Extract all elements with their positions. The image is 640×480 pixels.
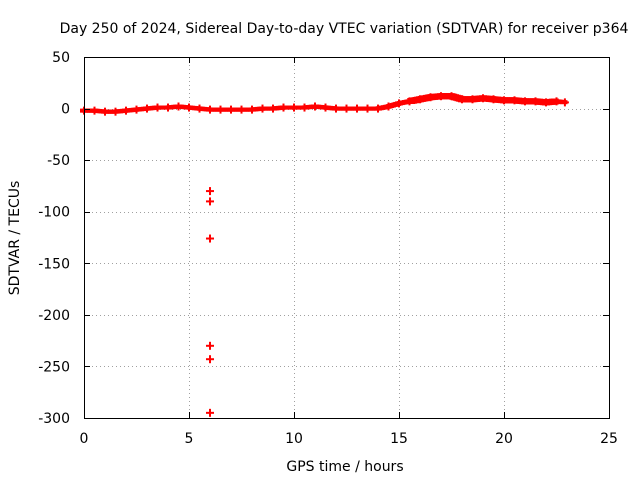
data-point (552, 97, 561, 106)
data-point (342, 104, 351, 113)
y-tick-label: -150 (38, 256, 70, 272)
data-point (437, 92, 445, 101)
x-tick-labels: 0 5 10 15 20 25 (80, 431, 618, 447)
data-point (321, 103, 330, 112)
x-tick-label: 0 (80, 431, 89, 447)
data-point (216, 105, 225, 114)
data-point (510, 96, 519, 105)
data-point (206, 234, 214, 243)
y-tick-label: 50 (52, 50, 70, 66)
data-point (489, 95, 498, 104)
x-tick-label: 15 (390, 431, 408, 447)
axis-ticks (84, 57, 610, 419)
data-point (206, 197, 214, 206)
data-points (80, 92, 569, 417)
data-point (227, 105, 235, 114)
data-point (560, 98, 569, 107)
grid-lines (84, 57, 609, 418)
data-point (458, 95, 466, 104)
data-point (542, 98, 550, 107)
x-tick-label: 5 (185, 431, 194, 447)
y-tick-label: 0 (61, 102, 70, 118)
data-point (248, 105, 256, 114)
data-point (90, 106, 99, 115)
data-point (164, 103, 172, 112)
y-tick-label: -200 (38, 308, 70, 324)
data-point (395, 99, 403, 108)
data-point (374, 104, 382, 113)
data-point (269, 104, 277, 113)
data-point (426, 93, 435, 102)
data-point (353, 104, 361, 113)
data-point (521, 97, 529, 106)
data-point (174, 102, 183, 111)
y-tick-label: -100 (38, 205, 70, 221)
data-point (384, 102, 393, 111)
data-point (185, 103, 193, 112)
data-point (447, 92, 456, 101)
data-point (195, 104, 204, 113)
data-point (332, 104, 340, 113)
data-point (468, 95, 477, 104)
data-point (363, 104, 372, 113)
data-point (111, 107, 120, 116)
x-tick-label: 10 (285, 431, 303, 447)
data-point (143, 104, 151, 113)
y-tick-label: -300 (38, 411, 70, 427)
data-point (416, 95, 424, 104)
y-tick-label: -50 (47, 153, 70, 169)
data-point (479, 94, 487, 103)
plot-frame (84, 57, 610, 419)
data-point (122, 106, 130, 115)
data-point (290, 103, 298, 112)
y-tick-label: -250 (38, 359, 70, 375)
data-point (206, 355, 214, 364)
chart-title: Day 250 of 2024, Sidereal Day-to-day VTE… (60, 21, 629, 37)
data-point (153, 103, 162, 112)
x-tick-label: 25 (600, 431, 618, 447)
data-point (258, 104, 267, 113)
data-point (101, 107, 109, 116)
data-point (132, 105, 141, 114)
data-point (206, 341, 214, 350)
x-tick-label: 20 (495, 431, 513, 447)
x-axis-label: GPS time / hours (286, 459, 403, 475)
data-point (531, 97, 540, 106)
y-axis-label: SDTVAR / TECUs (7, 181, 23, 296)
data-point (405, 97, 414, 106)
data-point (206, 105, 214, 114)
data-point (500, 96, 508, 105)
data-point (237, 105, 246, 114)
data-point (311, 102, 319, 111)
data-point (206, 408, 214, 417)
data-point (300, 103, 309, 112)
data-point (206, 187, 214, 196)
data-point (279, 103, 288, 112)
y-tick-labels: -300 -250 -200 -150 -100 -50 0 50 (38, 50, 70, 427)
